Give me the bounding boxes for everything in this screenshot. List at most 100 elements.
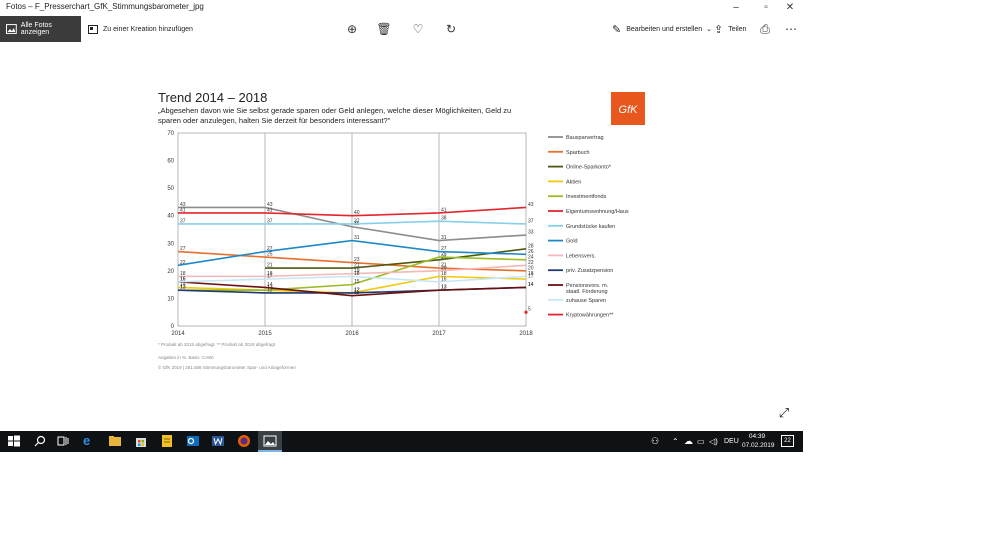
x-tick-label: 2015 (258, 331, 272, 337)
data-label: 37 (354, 218, 360, 224)
photo-icon (6, 24, 17, 34)
data-label: 12 (354, 287, 360, 293)
series-line (177, 281, 527, 297)
all-photos-label: Alle Fotos anzeigen (20, 22, 52, 36)
data-label: 41 (180, 207, 186, 213)
maximize-button[interactable]: ▫ (764, 2, 768, 13)
data-label: 16 (180, 276, 186, 282)
data-label: 16 (441, 276, 447, 282)
data-label: 43 (528, 202, 534, 208)
data-label: 20 (528, 265, 534, 271)
windows-taskbar: e ⚇ ⌃ ☁ ▭ ◁) DEU 04:39 (0, 431, 803, 452)
gfk-logo-text: GfK (619, 104, 639, 116)
y-tick-label: 20 (167, 269, 174, 275)
network-icon[interactable]: ▭ (697, 437, 705, 446)
data-label: 15 (354, 279, 360, 285)
windows-start-icon[interactable] (7, 434, 21, 448)
gfk-logo: GfK (611, 92, 645, 125)
volume-icon[interactable]: ◁) (709, 437, 718, 446)
outlook-icon[interactable] (186, 434, 200, 448)
data-label: 27 (441, 246, 447, 252)
edit-create-button[interactable]: ✎ Bearbeiten und erstellen ⌄ (612, 16, 712, 42)
x-tick-label: 2014 (171, 331, 185, 337)
data-label: 5 (528, 307, 531, 313)
clock[interactable]: 04:39 07.02.2019 (742, 432, 775, 452)
data-label: 18 (180, 271, 186, 277)
language-indicator[interactable]: DEU (724, 438, 739, 445)
data-label: 17 (267, 274, 273, 280)
legend-label: Grundstücke kaufen (566, 224, 615, 230)
toolbar: Alle Fotos anzeigen Zu einer Kreation hi… (0, 16, 803, 42)
image-viewer: Trend 2014 – 2018 „Abgesehen davon wie S… (0, 42, 803, 431)
favorite-heart-icon[interactable]: ♡ (412, 22, 424, 36)
series-line (178, 206, 527, 217)
y-tick-label: 0 (171, 324, 175, 330)
share-button[interactable]: ⇪ Teilen (714, 16, 747, 42)
data-label: 13 (441, 285, 447, 291)
window-title: Fotos – F_Presserchart_GfK_Stimmungsbaro… (6, 2, 204, 11)
chart-source-copyright: © GfK 2019 | 261.588 Stimmungsbarometer … (158, 364, 296, 370)
data-label: 14 (267, 282, 273, 288)
legend-label: Aktien (566, 179, 581, 185)
photos-taskbar-button[interactable] (258, 431, 282, 452)
legend-label: Sparbuch (566, 150, 590, 156)
series-line (178, 264, 527, 278)
legend-label: Kryptowährungen** (566, 313, 614, 319)
data-label: 14 (528, 282, 534, 288)
data-label: 26 (528, 249, 534, 255)
series-line (178, 256, 527, 291)
legend-label: Online-Sparkonto* (566, 165, 612, 171)
chart-source-basis: Angaben in %. Basis: CAWI (158, 355, 214, 360)
data-label: 22 (180, 260, 186, 266)
photos-app-window: Fotos – F_Presserchart_GfK_Stimmungsbaro… (0, 0, 803, 452)
photos-icon (263, 435, 277, 447)
share-label: Teilen (728, 25, 747, 33)
legend-label: staatl. Förderung (566, 289, 608, 295)
data-label: 37 (180, 218, 186, 224)
title-bar: Fotos – F_Presserchart_GfK_Stimmungsbaro… (0, 0, 803, 16)
chevron-up-icon[interactable]: ⌃ (672, 437, 679, 446)
data-label: 28 (528, 243, 534, 249)
y-tick-label: 60 (167, 159, 174, 165)
sticky-note-icon[interactable] (160, 434, 174, 448)
file-explorer-icon[interactable] (108, 434, 122, 448)
data-label: 41 (441, 207, 447, 213)
data-label: 41 (267, 207, 273, 213)
edge-browser-icon[interactable]: e (83, 433, 91, 448)
all-photos-button[interactable]: Alle Fotos anzeigen (0, 16, 81, 42)
data-label: 23 (354, 257, 360, 263)
series-line (178, 220, 527, 225)
data-label: 13 (180, 285, 186, 291)
y-tick-label: 50 (167, 186, 174, 192)
fullscreen-expand-icon[interactable]: ⤢ (778, 405, 790, 420)
legend-label: Investmentfonds (566, 194, 607, 200)
y-tick-label: 10 (167, 296, 174, 302)
firefox-icon[interactable] (237, 434, 251, 448)
more-options-icon[interactable]: ⋯ (785, 22, 797, 36)
data-label: 43 (267, 202, 273, 208)
delete-icon[interactable]: 🗑 (376, 22, 392, 36)
add-to-creation-button[interactable]: Zu einer Kreation hinzufügen (88, 16, 193, 42)
legend-label: zuhause Sparen (566, 298, 606, 304)
search-icon[interactable] (33, 434, 47, 448)
people-icon[interactable]: ⚇ (651, 436, 660, 446)
data-label: 43 (180, 202, 186, 208)
data-label: 21 (354, 263, 360, 269)
data-label: 21 (441, 263, 447, 269)
rotate-icon[interactable]: ↻ (445, 22, 457, 36)
notification-center-icon[interactable]: 22 (781, 435, 794, 447)
print-icon[interactable]: ⎙ (760, 22, 770, 36)
data-label: 33 (528, 230, 534, 236)
word-icon[interactable] (211, 434, 225, 448)
task-view-icon[interactable] (56, 434, 70, 448)
minimize-button[interactable]: – (733, 2, 739, 13)
cloud-icon[interactable]: ☁ (684, 436, 693, 446)
y-tick-label: 70 (167, 131, 174, 137)
store-icon[interactable] (134, 434, 148, 448)
zoom-icon[interactable]: ⊕ (346, 22, 358, 36)
data-label: 18 (267, 271, 273, 277)
close-button[interactable]: ✕ (785, 2, 795, 13)
add-creation-icon (88, 24, 98, 34)
data-label: 17 (528, 274, 534, 280)
